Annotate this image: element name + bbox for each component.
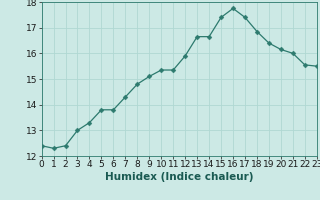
X-axis label: Humidex (Indice chaleur): Humidex (Indice chaleur) bbox=[105, 172, 253, 182]
